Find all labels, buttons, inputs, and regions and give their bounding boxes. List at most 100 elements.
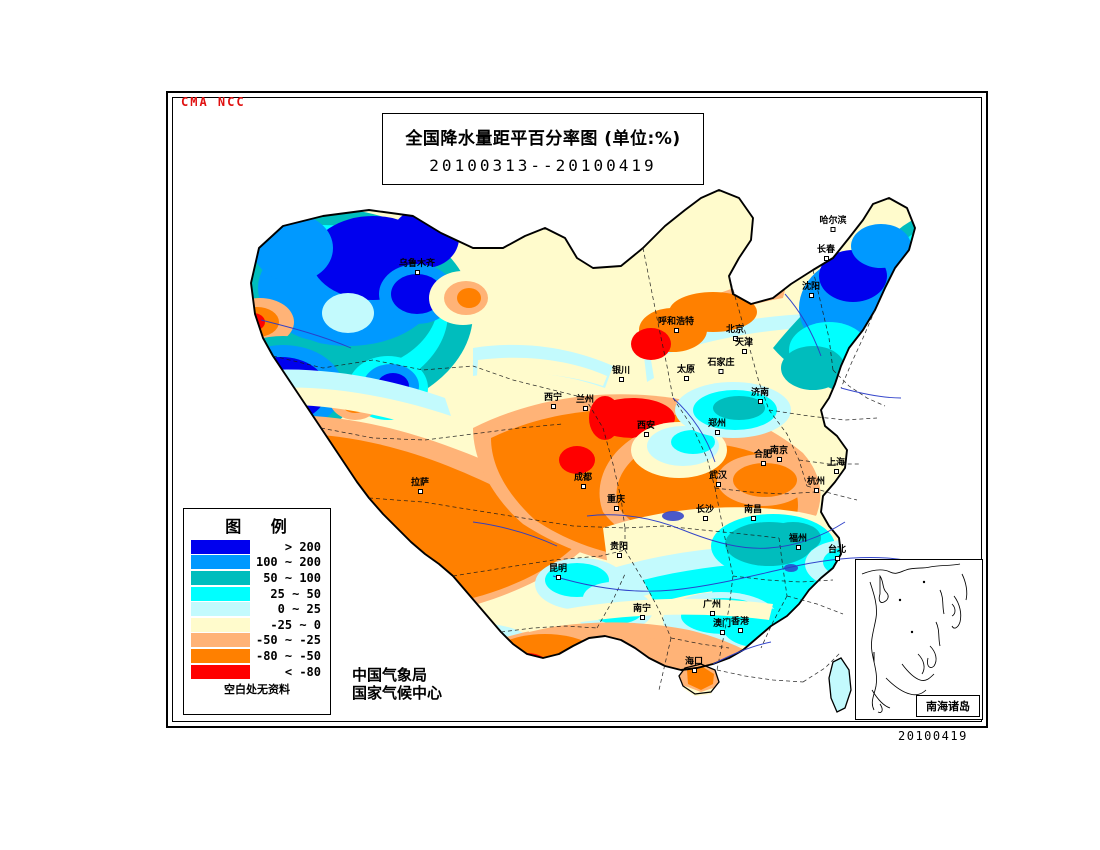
city-name: 武汉	[708, 471, 728, 481]
legend-label: < -80	[284, 664, 321, 679]
city-name: 澳门	[712, 619, 732, 629]
legend-swatch	[191, 586, 250, 601]
city-name: 哈尔滨	[819, 216, 847, 226]
city-marker-dot	[683, 376, 689, 381]
page-title: 全国降水量距平百分率图 (单位:%)	[405, 128, 681, 149]
agency-line-2: 国家气候中心	[352, 684, 443, 702]
city-name: 贵阳	[609, 542, 629, 552]
city-label: 海口	[685, 658, 703, 673]
legend-label: -50 ~ -25	[255, 633, 321, 648]
city-label: 拉萨	[411, 479, 429, 494]
city-name: 郑州	[707, 419, 727, 429]
city-label: 成都	[574, 474, 592, 489]
city-marker-dot	[823, 256, 829, 261]
city-marker-dot	[580, 484, 586, 489]
city-label: 石家庄	[707, 358, 735, 374]
city-marker-dot	[813, 488, 819, 493]
city-name: 乌鲁木齐	[398, 259, 436, 269]
legend-heading: 图 例	[225, 517, 299, 536]
city-marker-dot	[618, 377, 624, 382]
city-marker-dot	[834, 556, 840, 561]
city-label: 南昌	[744, 506, 762, 521]
legend-label: -25 ~ 0	[270, 617, 321, 632]
city-label: 北京	[726, 326, 744, 341]
legend-label: 25 ~ 50	[270, 586, 321, 601]
city-label: 天津	[735, 339, 753, 354]
city-name: 长春	[816, 245, 836, 255]
city-name: 广州	[702, 600, 722, 610]
city-name: 兰州	[575, 395, 595, 405]
legend-swatch	[191, 617, 250, 632]
city-name: 南京	[769, 446, 789, 456]
city-name: 石家庄	[707, 358, 735, 368]
city-name: 香港	[730, 617, 750, 627]
city-label: 沈阳	[802, 283, 820, 298]
city-name: 天津	[734, 338, 754, 348]
legend-row: -50 ~ -25	[191, 633, 330, 649]
map-frame-inner	[172, 97, 982, 722]
city-marker-dot	[555, 575, 561, 580]
legend-row: 100 ~ 200	[191, 555, 330, 571]
city-marker-dot	[715, 482, 721, 487]
city-marker-dot	[830, 227, 836, 232]
city-marker-dot	[714, 430, 720, 435]
city-label: 哈尔滨	[819, 216, 847, 232]
city-label: 昆明	[549, 565, 567, 580]
city-label: 台北	[828, 546, 846, 561]
city-label: 长沙	[696, 506, 714, 521]
city-marker-dot	[414, 270, 420, 275]
legend-swatch	[191, 570, 250, 585]
legend-label: 100 ~ 200	[255, 555, 321, 570]
city-marker-dot	[582, 406, 588, 411]
city-marker-dot	[732, 336, 738, 341]
city-marker-dot	[673, 328, 679, 333]
city-marker-dot	[417, 489, 423, 494]
legend-row: 50 ~ 100	[191, 570, 330, 586]
city-marker-dot	[643, 432, 649, 437]
legend-row: 0 ~ 25	[191, 601, 330, 617]
city-marker-dot	[808, 293, 814, 298]
city-label: 香港	[731, 618, 749, 633]
city-name: 西安	[636, 421, 656, 431]
inset-label: 南海诸岛	[916, 695, 980, 717]
datestamp: 20100419	[898, 729, 968, 743]
agency-credit: 中国气象局 国家气候中心	[352, 666, 442, 702]
city-marker-dot	[709, 611, 715, 616]
city-label: 济南	[751, 389, 769, 404]
city-label: 西安	[637, 422, 655, 437]
city-marker-dot	[760, 461, 766, 466]
city-name: 成都	[573, 473, 593, 483]
city-marker-dot	[702, 516, 708, 521]
city-label: 武汉	[709, 472, 727, 487]
city-marker-dot	[757, 399, 763, 404]
city-name: 重庆	[606, 495, 626, 505]
city-label: 呼和浩特	[658, 318, 694, 333]
legend-label: -80 ~ -50	[255, 648, 321, 663]
legend-rows: > 200 100 ~ 200 50 ~ 100 25 ~ 50 0 ~ 25 -25 ~…	[184, 539, 330, 679]
city-name: 台北	[827, 545, 847, 555]
city-marker-dot	[616, 553, 622, 558]
city-name: 长沙	[695, 505, 715, 515]
title-period: 20100313--20100419	[429, 155, 657, 175]
map-frame-outer	[166, 91, 988, 728]
city-label: 重庆	[607, 496, 625, 511]
city-name: 上海	[826, 458, 846, 468]
city-label: 澳门	[713, 620, 731, 635]
city-name: 拉萨	[410, 478, 430, 488]
legend-label: 50 ~ 100	[263, 570, 321, 585]
city-label: 太原	[677, 366, 695, 381]
city-marker-dot	[776, 457, 782, 462]
legend-swatch	[191, 664, 250, 679]
agency-line-1: 中国气象局	[352, 666, 428, 684]
city-marker-dot	[718, 369, 724, 374]
city-label: 贵阳	[610, 543, 628, 558]
legend-swatch	[191, 602, 250, 617]
city-marker-dot	[639, 615, 645, 620]
city-marker-dot	[550, 404, 556, 409]
legend-row: -80 ~ -50	[191, 648, 330, 664]
city-label: 上海	[827, 459, 845, 474]
legend-swatch	[191, 648, 250, 663]
city-name: 南昌	[743, 505, 763, 515]
legend-swatch	[191, 633, 250, 648]
city-name: 银川	[611, 366, 631, 376]
